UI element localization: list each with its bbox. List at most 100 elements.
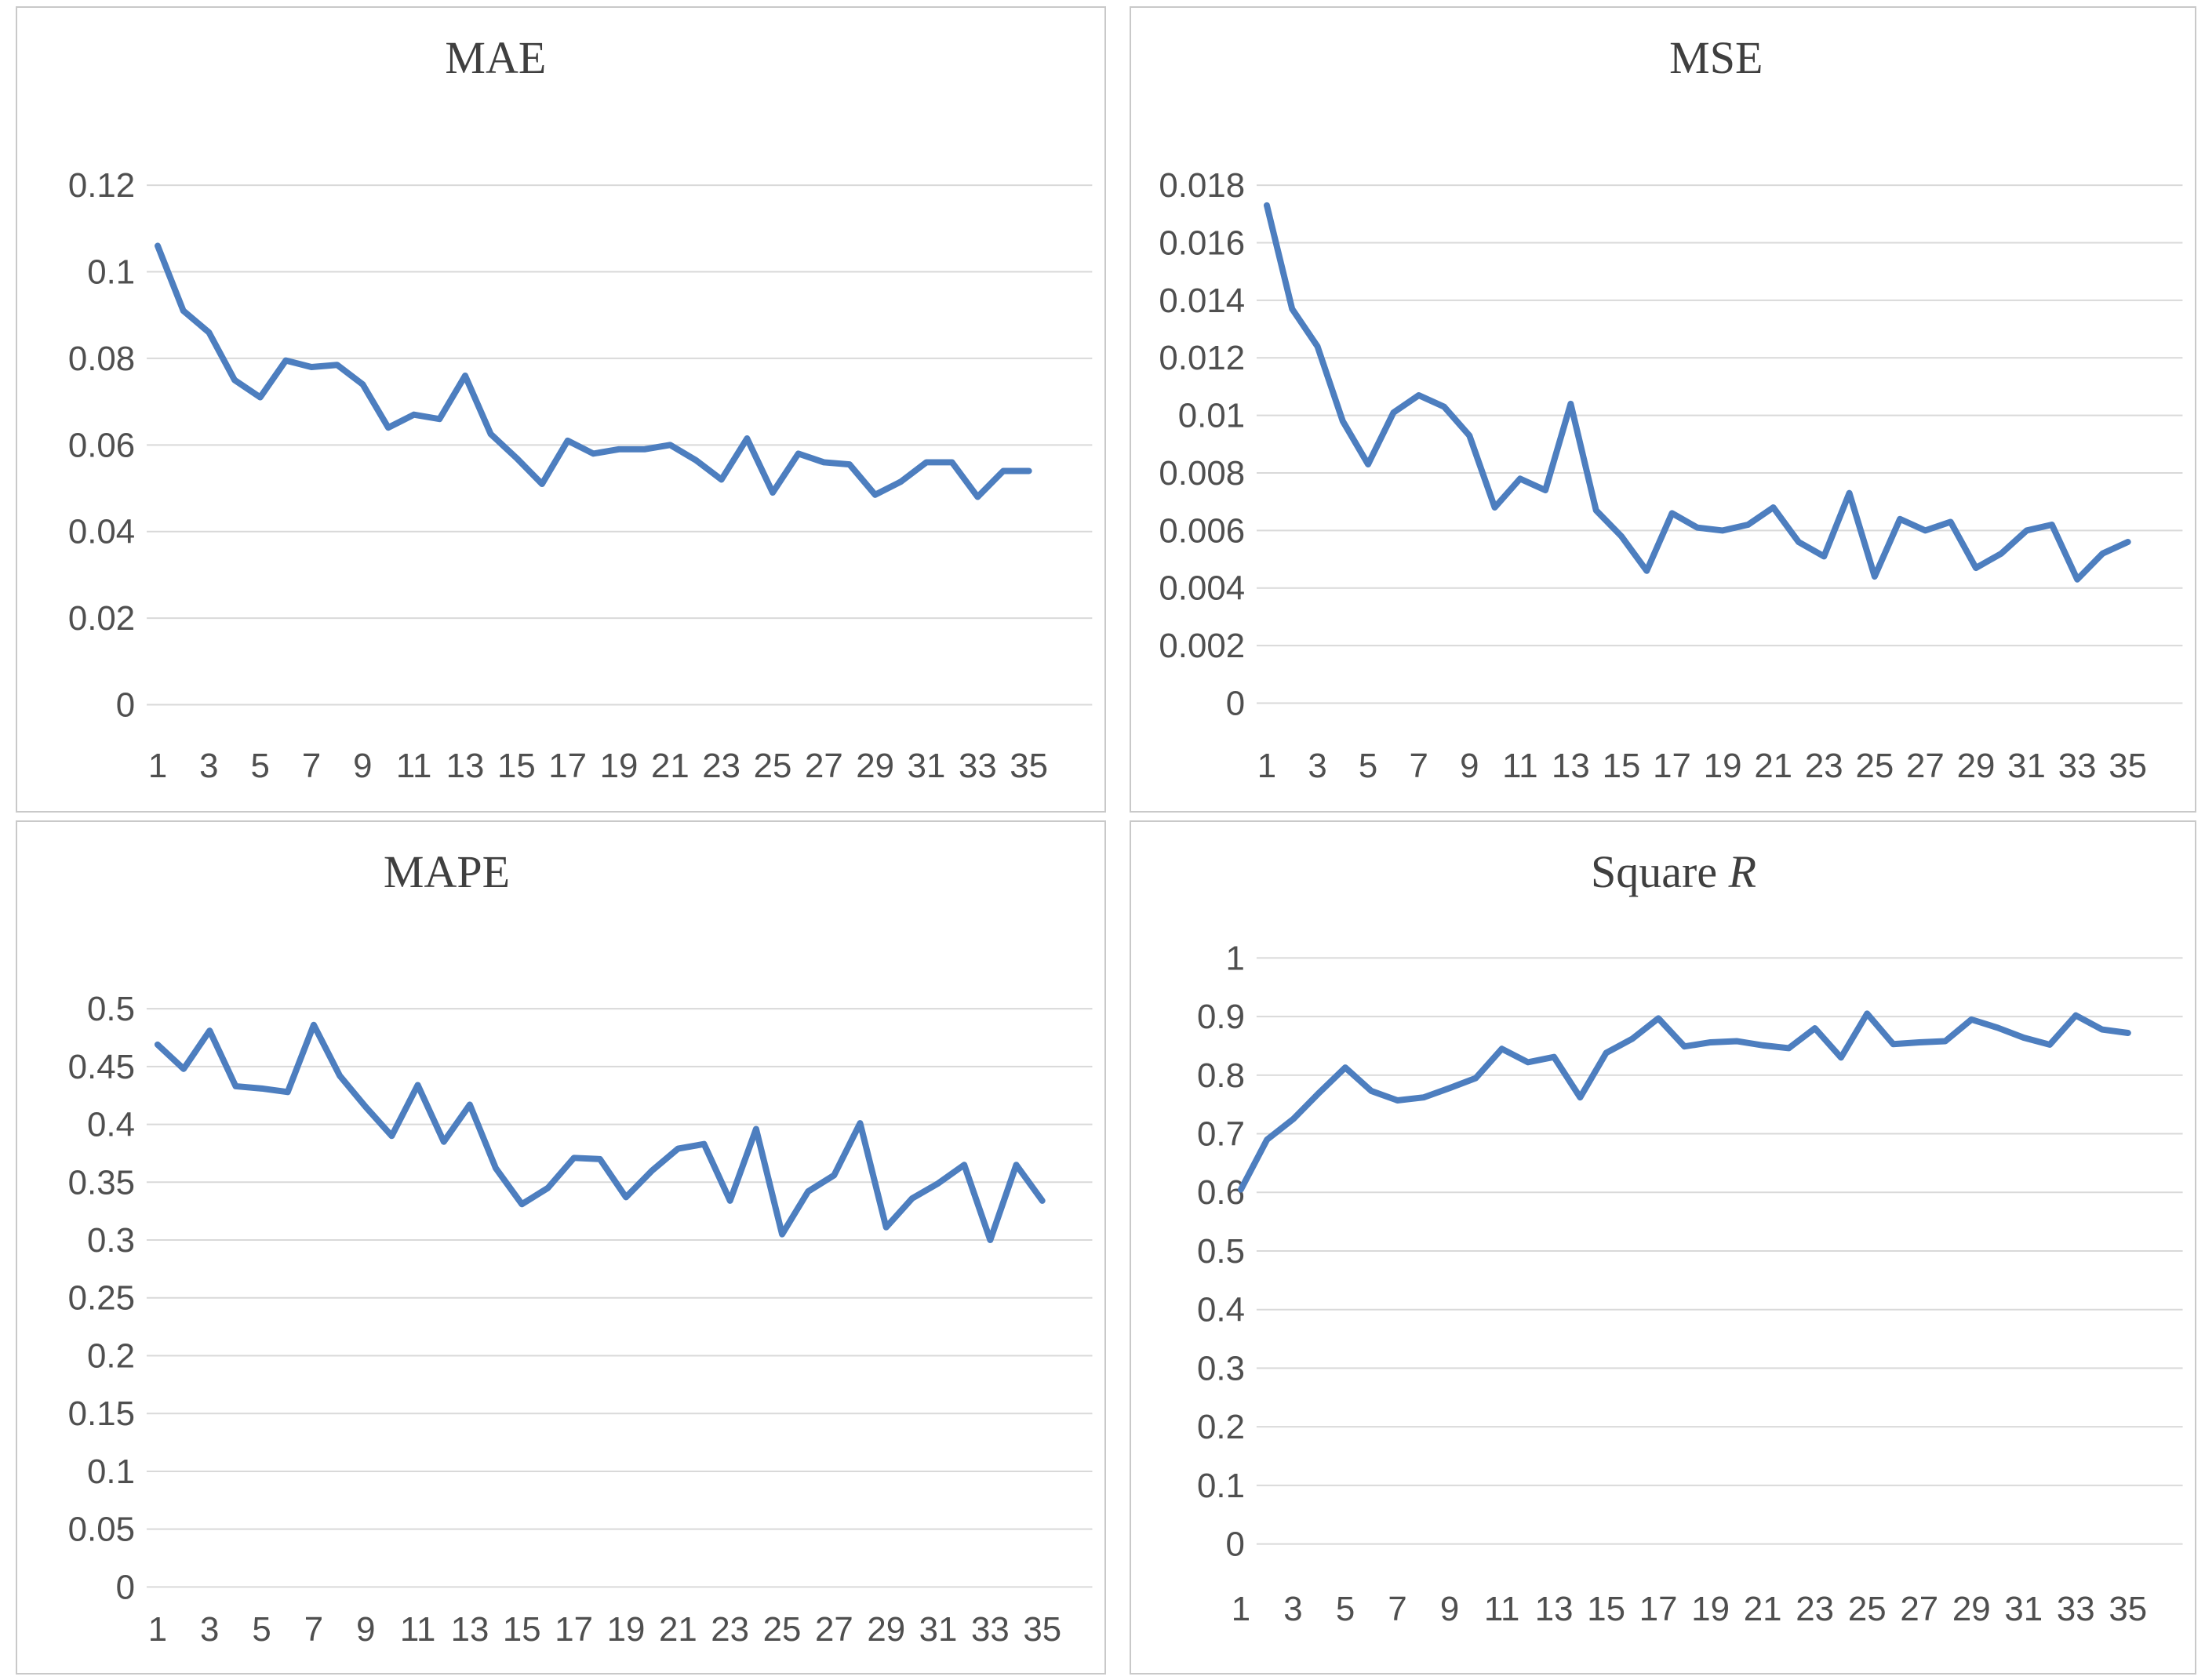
y-tick-label: 0.012: [1159, 339, 1245, 377]
x-tick-label: 19: [607, 1610, 646, 1649]
chart-title-mape: MAPE: [384, 845, 510, 898]
x-tick-label: 17: [548, 747, 587, 785]
x-tick-label: 11: [1502, 747, 1537, 785]
x-tick-label: 7: [1388, 1590, 1406, 1628]
y-tick-label: 0.4: [1197, 1291, 1245, 1329]
x-tick-label: 17: [555, 1610, 593, 1649]
chart-panel-mape: MAPE 0.5 0.45 0.4 0.35 0.3 0.25 0.2 0.15 0.1 0.05…: [16, 820, 1106, 1675]
y-tick-label: 0.7: [1197, 1115, 1245, 1153]
x-tick-label: 33: [2057, 1590, 2095, 1628]
x-tick-label: 9: [356, 1610, 375, 1649]
chart-panel-mae: MAE 0.12 0.1 0.08 0.06 0.04 0.02 0 1 3 5 7 9 11 13 15 1…: [16, 6, 1106, 813]
chart-title-square-r: Square R: [1591, 845, 1756, 898]
y-tick-label: 0: [1226, 1525, 1245, 1564]
x-tick-label: 25: [763, 1610, 802, 1649]
y-tick-label: 0.05: [68, 1511, 135, 1549]
x-tick-label: 27: [1900, 1590, 1938, 1628]
x-tick-label: 31: [2004, 1590, 2043, 1628]
y-tick-label: 0.9: [1197, 998, 1245, 1036]
x-tick-label: 31: [2007, 747, 2046, 785]
x-tick-label: 9: [1440, 1590, 1459, 1628]
chart-title-text: MAE: [445, 32, 547, 83]
y-tick-label: 0.004: [1159, 569, 1245, 608]
x-tick-label: 3: [1308, 747, 1326, 785]
y-tick-label: 0.3: [87, 1221, 135, 1260]
x-tick-label: 27: [815, 1610, 853, 1649]
x-tick-label: 33: [2058, 747, 2097, 785]
x-tick-label: 29: [1957, 747, 1996, 785]
x-tick-label: 19: [1691, 1590, 1730, 1628]
y-tick-label: 0: [116, 685, 135, 724]
x-tick-label: 25: [1855, 747, 1894, 785]
y-tick-label: 0: [116, 1568, 135, 1606]
y-tick-label: 0.2: [87, 1336, 135, 1375]
x-tick-label: 35: [1023, 1610, 1061, 1649]
x-tick-label: 31: [919, 1610, 958, 1649]
x-tick-label: 29: [856, 747, 894, 785]
y-tick-label: 0.1: [87, 1453, 135, 1491]
x-tick-label: 25: [1848, 1590, 1887, 1628]
series-line: [155, 242, 1032, 500]
chart-title-mae: MAE: [445, 31, 546, 84]
y-tick-label: 0: [1226, 684, 1245, 722]
x-tick-label: 11: [400, 1610, 436, 1649]
chart-title-text: Square: [1591, 846, 1729, 897]
x-tick-label: 9: [1460, 747, 1479, 785]
y-tick-label: 0.15: [68, 1395, 135, 1433]
x-tick-label: 35: [2109, 747, 2147, 785]
y-tick-label: 0.5: [1197, 1232, 1245, 1271]
x-tick-label: 15: [503, 1610, 541, 1649]
x-tick-label: 7: [302, 747, 321, 785]
x-tick-label: 27: [1906, 747, 1945, 785]
x-tick-label: 23: [711, 1610, 749, 1649]
y-tick-label: 0.014: [1159, 282, 1245, 320]
x-tick-label: 19: [600, 747, 639, 785]
x-tick-label: 15: [1603, 747, 1641, 785]
y-tick-label: 0.3: [1197, 1349, 1245, 1387]
x-tick-label: 35: [1010, 747, 1048, 785]
x-tick-label: 17: [1653, 747, 1691, 785]
series-line: [1237, 1010, 2131, 1193]
y-tick-label: 0.002: [1159, 627, 1245, 665]
x-tick-label: 31: [908, 747, 946, 785]
y-tick-label: 0.2: [1197, 1408, 1245, 1446]
x-tick-label: 27: [805, 747, 843, 785]
x-tick-label: 29: [1952, 1590, 1991, 1628]
x-tick-label: 9: [353, 747, 372, 785]
x-tick-label: 29: [867, 1610, 905, 1649]
x-tick-label: 21: [651, 747, 690, 785]
x-tick-label: 7: [304, 1610, 323, 1649]
x-tick-label: 1: [1257, 747, 1276, 785]
chart-title-text: MSE: [1669, 32, 1763, 83]
x-tick-label: 23: [1805, 747, 1843, 785]
y-tick-label: 0.1: [1197, 1467, 1245, 1505]
x-tick-label: 17: [1639, 1590, 1678, 1628]
chart-title-italic-text: R: [1728, 846, 1757, 897]
y-tick-label: 0.01: [1178, 397, 1245, 435]
x-tick-label: 19: [1704, 747, 1742, 785]
y-tick-label: 0.4: [87, 1106, 135, 1144]
chart-panel-square-r: Square R 1 0.9 0.8 0.7 0.6 0.5 0.4 0.3 0.2 0.1 0 1 3…: [1130, 820, 2196, 1675]
x-tick-label: 1: [1232, 1590, 1250, 1628]
y-tick-label: 0.06: [68, 426, 135, 464]
x-tick-label: 5: [250, 747, 269, 785]
y-tick-label: 0.25: [68, 1279, 135, 1318]
y-tick-label: 0.08: [68, 340, 135, 378]
x-tick-label: 35: [2109, 1590, 2147, 1628]
x-tick-label: 1: [148, 747, 167, 785]
x-tick-label: 5: [1359, 747, 1377, 785]
y-tick-label: 0.5: [87, 990, 135, 1028]
y-tick-label: 1: [1226, 939, 1245, 977]
y-tick-label: 0.006: [1159, 511, 1245, 550]
mse-line-plot: 0.018 0.016 0.014 0.012 0.01 0.008 0.006 0.004 0…: [1159, 166, 2183, 785]
x-tick-label: 15: [1587, 1590, 1625, 1628]
y-tick-label: 0.018: [1159, 166, 1245, 205]
x-tick-label: 3: [1283, 1590, 1302, 1628]
y-tick-label: 0.02: [68, 599, 135, 638]
y-tick-label: 0.45: [68, 1048, 135, 1086]
x-tick-label: 33: [971, 1610, 1010, 1649]
y-tick-label: 0.6: [1197, 1173, 1245, 1212]
x-tick-label: 21: [1744, 1590, 1782, 1628]
y-tick-label: 0.12: [68, 166, 135, 205]
